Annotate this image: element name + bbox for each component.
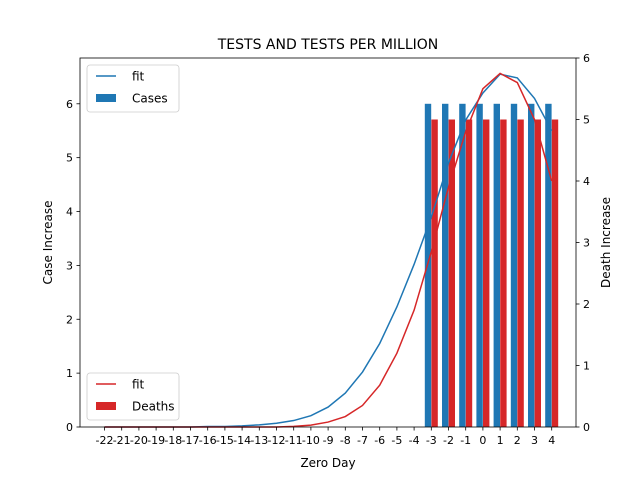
x-tick-label: 3 [531,434,538,447]
legend-label: Cases [132,92,168,106]
x-tick-label: -6 [374,434,385,447]
y-right-tick-label: 3 [583,237,590,250]
cases-bar [459,103,466,427]
x-tick-label: -13 [250,434,268,447]
deaths-legend: fit Deaths [86,372,180,421]
x-tick-label: 2 [514,434,521,447]
cases-bar [493,103,500,427]
y-right-tick-label: 2 [583,298,590,311]
y-left-tick-label: 0 [66,421,73,434]
y-axis-label-left: Case Increase [41,201,55,285]
y-right-tick-label: 0 [583,421,590,434]
deaths-bar [500,119,507,427]
y-ticks-right: 0 1 2 3 4 5 6 [576,52,590,434]
y-right-tick-label: 1 [583,360,590,373]
y-left-tick-label: 4 [66,206,73,219]
x-tick-label: -22 [96,434,114,447]
deaths-bar [465,119,473,427]
y-left-tick-label: 5 [66,152,73,165]
cases-legend: fit Cases [86,64,180,113]
legend-label: Deaths [132,400,175,414]
x-tick-label: -1 [460,434,471,447]
x-tick-label: -7 [357,434,368,447]
x-tick-label: -11 [285,434,303,447]
deaths-bar [551,119,559,427]
legend-bar-swatch [96,402,116,410]
legend-label: fit [132,70,145,84]
x-tick-label: -3 [426,434,437,447]
x-tick-label: -8 [340,434,351,447]
y-right-tick-label: 5 [583,114,590,127]
y-left-tick-label: 3 [66,259,73,272]
x-tick-label: -19 [147,434,165,447]
x-tick-label: -10 [302,434,320,447]
x-tick-label: -15 [216,434,234,447]
y-axis-label-right: Death Increase [599,197,613,288]
deaths-bar [431,119,438,427]
legend-bar-swatch [96,94,116,102]
x-tick-label: -21 [113,434,131,447]
cases-bar [442,103,449,427]
x-tick-label: 4 [548,434,555,447]
x-tick-label: -12 [268,434,286,447]
x-tick-label: -17 [182,434,200,447]
y-right-tick-label: 6 [583,52,590,65]
deaths-bar [517,119,524,427]
cases-bar [510,103,518,427]
x-tick-label: 1 [497,434,504,447]
x-tick-label: -16 [199,434,217,447]
legend-label: fit [132,378,145,392]
cases-bar [528,103,535,427]
y-left-tick-label: 2 [66,313,73,326]
x-tick-label: -5 [391,434,402,447]
cases-bar [476,103,483,427]
x-axis-label: Zero Day [300,456,355,470]
x-tick-label: 0 [479,434,486,447]
deaths-bar [448,119,455,427]
x-tick-label: -20 [130,434,148,447]
x-tick-label: -4 [409,434,420,447]
x-tick-label: -2 [443,434,454,447]
x-tick-label: -18 [164,434,182,447]
y-right-tick-label: 4 [583,175,590,188]
cases-bar [545,103,552,427]
y-left-tick-label: 1 [66,367,73,380]
deaths-bar [483,119,490,427]
x-tick-label: -14 [233,434,251,447]
y-left-tick-label: 6 [66,98,73,111]
x-ticks: -22 -21 -20 -19 -18 -17 -16 -15 -14 -13 -12 -11 -10-… [96,427,555,447]
chart-title: TESTS AND TESTS PER MILLION [217,37,439,53]
deaths-bar [534,119,541,427]
x-tick-label: -9 [323,434,334,447]
legends-layer: fit Cases fit Deaths [86,64,180,421]
y-ticks-left: 0 1 2 3 4 5 6 [66,98,80,434]
